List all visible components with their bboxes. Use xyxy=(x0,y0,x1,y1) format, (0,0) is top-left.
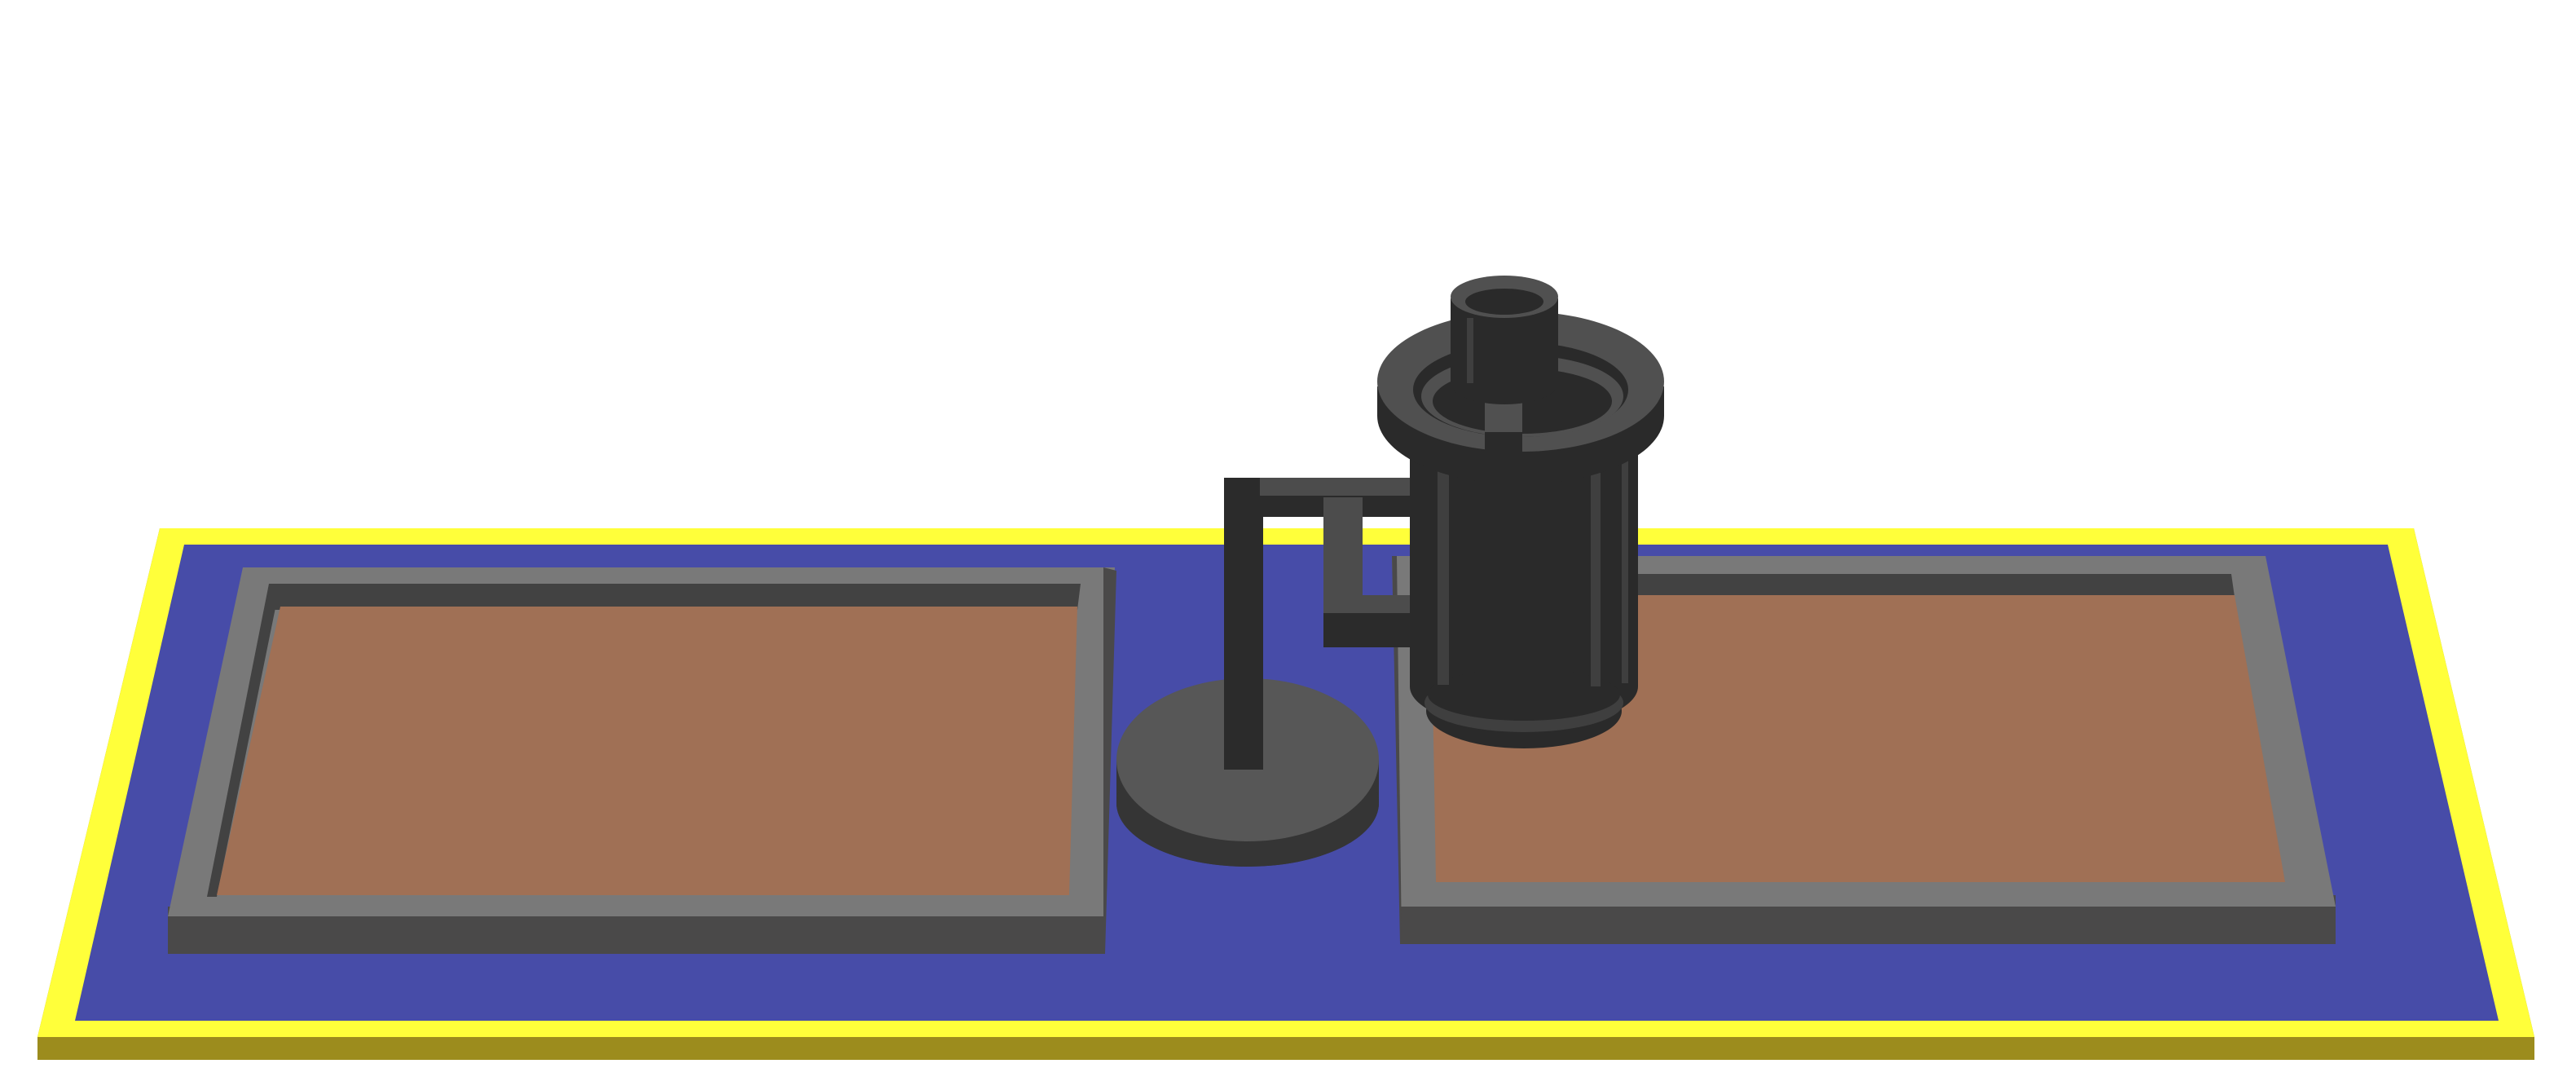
container-body xyxy=(1410,440,1638,729)
left-tray-inner-shadow xyxy=(269,584,1081,610)
container-highlight-3 xyxy=(1622,457,1628,683)
left-tray xyxy=(168,567,1116,954)
support-arm xyxy=(1224,478,1486,770)
container-hook-dark xyxy=(1485,432,1522,610)
container-highlight-2 xyxy=(1591,457,1601,686)
container-cap-side xyxy=(1451,298,1558,404)
container-highlight-1 xyxy=(1438,457,1449,685)
right-tray-soil xyxy=(1431,595,2285,882)
round-base xyxy=(1116,678,1379,867)
board-rim-side xyxy=(37,1037,2534,1060)
left-tray-frame-right-side xyxy=(1103,567,1116,954)
container-cap-highlight xyxy=(1467,318,1473,383)
cylinder-container xyxy=(1377,276,1664,748)
container-bottom-ring-inner xyxy=(1428,669,1620,721)
container-cap-hole xyxy=(1465,289,1543,315)
left-tray-soil xyxy=(217,607,1077,895)
left-tray-inner-shadow-left xyxy=(207,584,280,897)
right-tray-frame-left-side xyxy=(1392,556,1402,944)
left-tray-frame-side xyxy=(168,907,1103,954)
support-post xyxy=(1224,478,1263,770)
support-top-beam-light xyxy=(1260,478,1433,496)
right-tray-frame-side xyxy=(1400,895,2336,944)
support-drop xyxy=(1323,497,1363,595)
